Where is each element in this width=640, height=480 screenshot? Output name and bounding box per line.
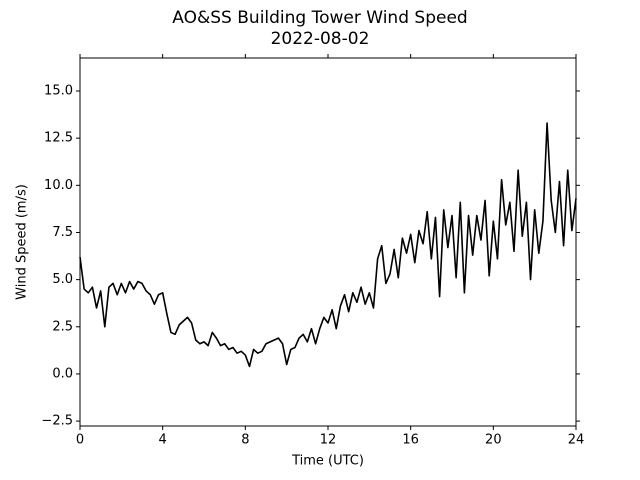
y-tick-label: 10.0 [44,178,73,193]
x-tick-label: 16 [402,433,419,448]
y-tick-label: 5.0 [52,272,73,287]
y-tick-label: 12.5 [44,131,73,146]
y-axis-label: Wind Speed (m/s) [15,184,30,300]
x-tick-label: 4 [159,433,167,448]
x-axis-label: Time (UTC) [291,454,364,469]
x-tick-label: 0 [76,433,84,448]
x-tick-label: 8 [241,433,249,448]
plot-frame [79,57,577,427]
x-tick-label: 20 [485,433,502,448]
y-tick-label: 15.0 [44,84,73,99]
y-tick-label: 0.0 [52,366,73,381]
chart-subtitle: 2022-08-02 [271,29,370,49]
y-tick-label: 2.5 [52,319,73,334]
chart-title: AO&SS Building Tower Wind Speed [172,8,467,28]
wind-speed-line [79,122,577,368]
y-tick-label: 7.5 [52,225,73,240]
y-tick-label: −2.5 [41,414,73,429]
x-tick-label: 12 [320,433,337,448]
x-tick-label: 24 [568,433,585,448]
